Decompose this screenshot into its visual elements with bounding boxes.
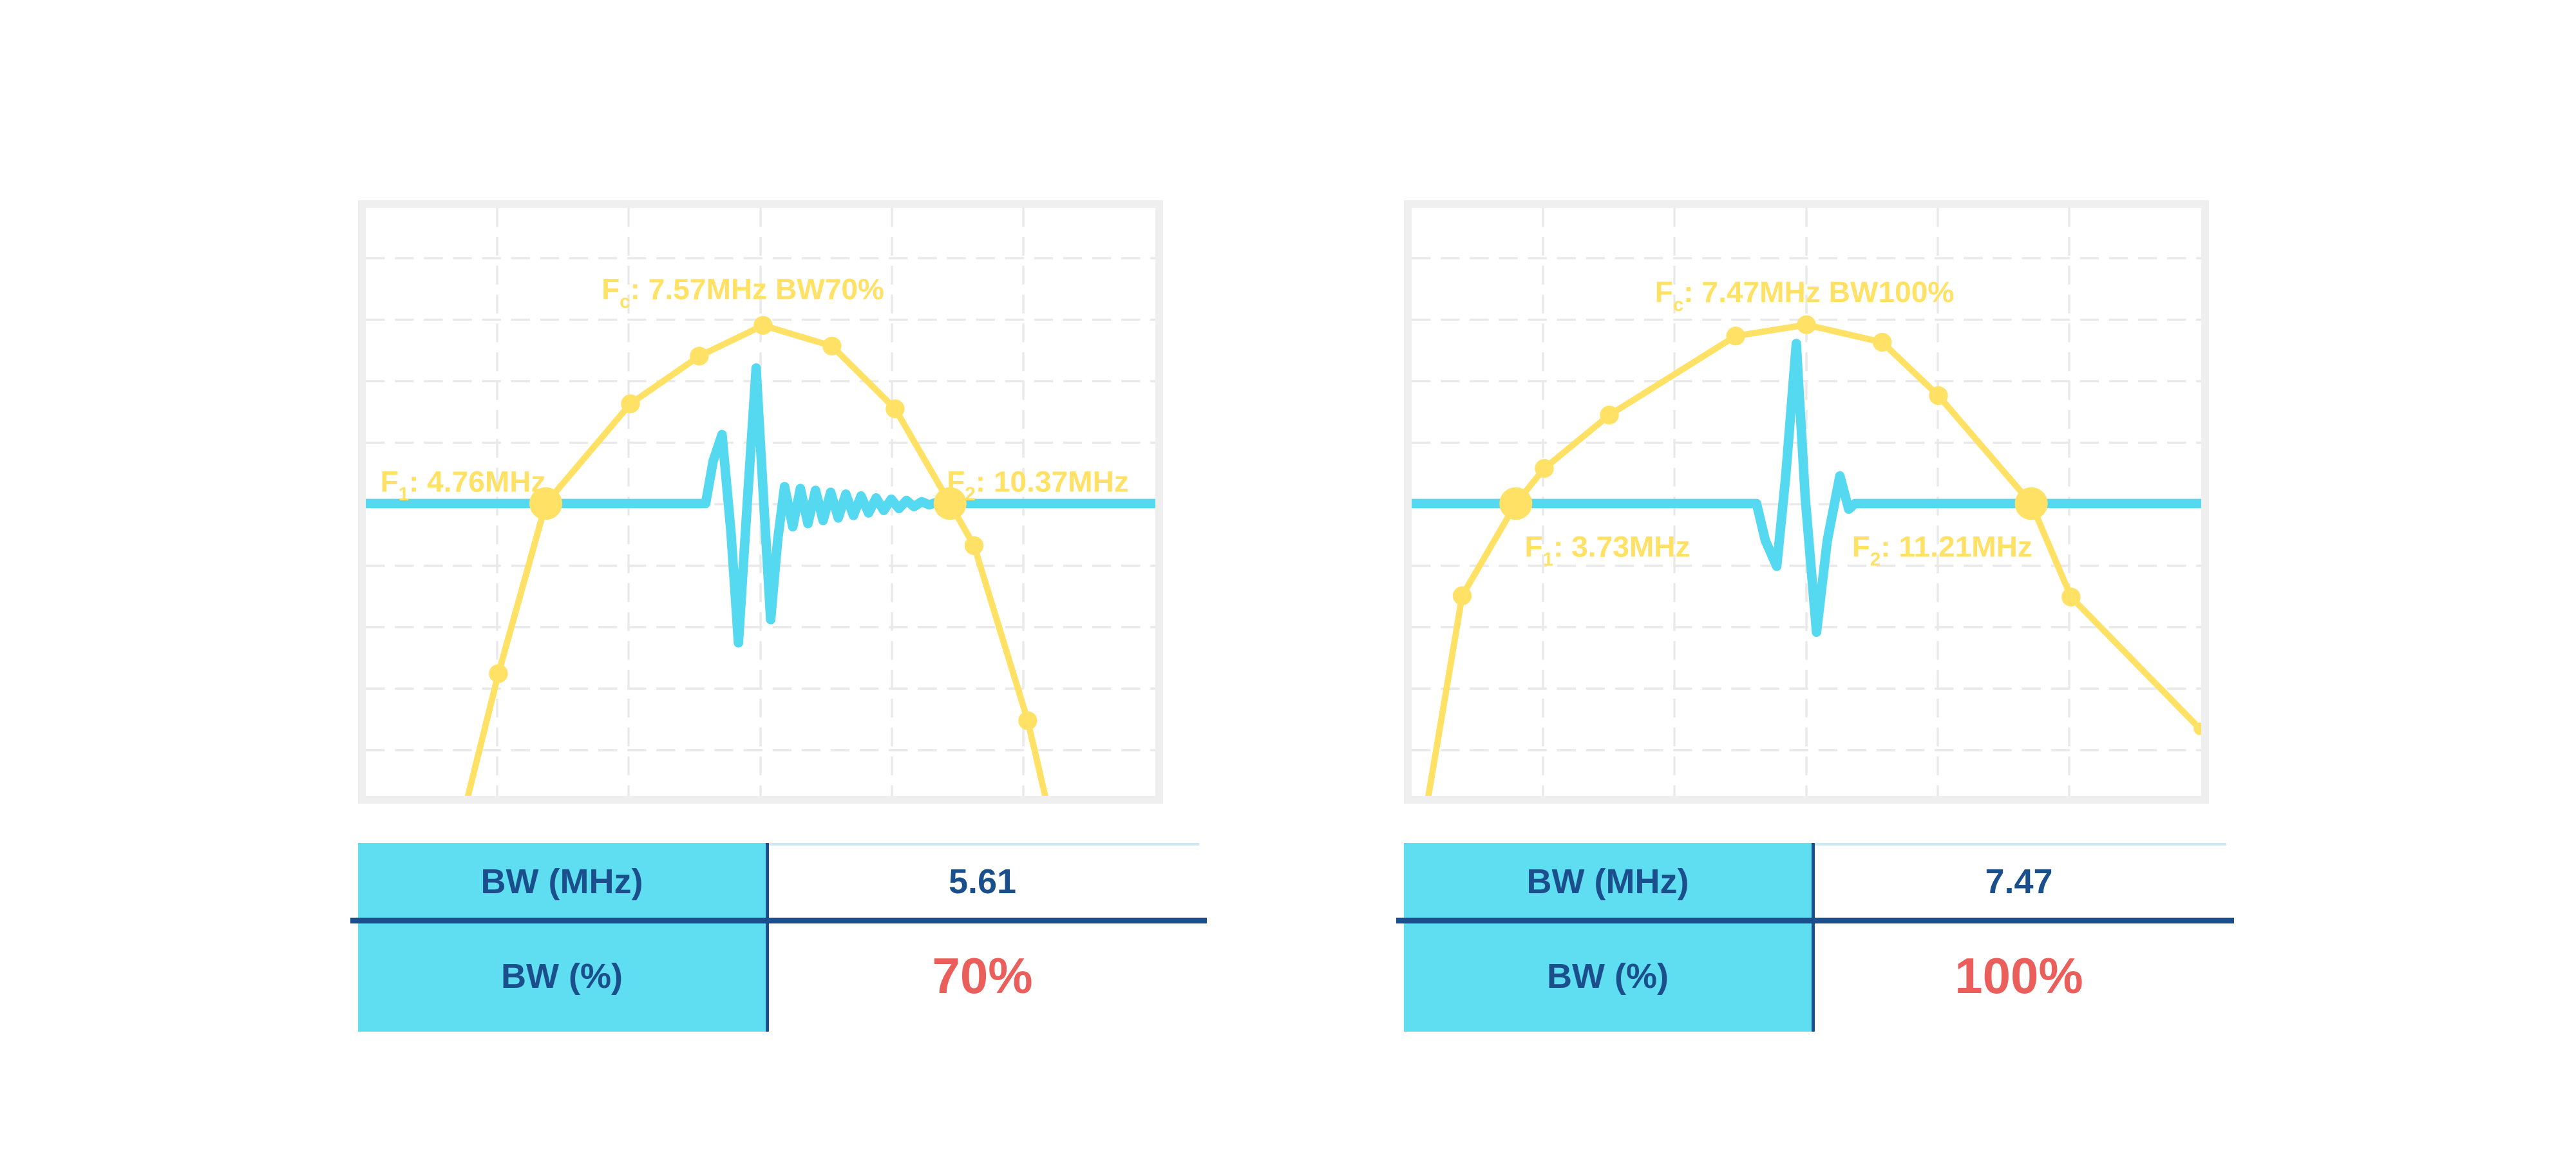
spectrum-marker: [690, 346, 709, 366]
spectrum-end-marker: [2193, 722, 2201, 735]
bw-percent-value: 70%: [766, 920, 1199, 1032]
spectrum-marker: [1535, 459, 1554, 478]
fc-annotation: Fc: 7.47MHz BW100%: [1655, 275, 1955, 315]
spectrum-chart-left: Fc: 7.57MHz BW70% F1: 4.76MHz F2: 10.37MHz: [366, 208, 1155, 796]
spectrum-marker: [1872, 332, 1892, 352]
bw-percent-label: BW (%): [358, 920, 766, 1032]
spectrum-marker: [1018, 711, 1037, 730]
bw-mhz-value: 5.61: [766, 843, 1199, 920]
f1-annotation: F1: 3.73MHz: [1524, 530, 1690, 570]
f1-annotation: F1: 4.76MHz: [380, 465, 545, 505]
cutoff-frequency-marker: [933, 487, 967, 520]
spectrum-chart-right: Fc: 7.47MHz BW100% F1: 3.73MHz F2: 11.21MH…: [1412, 208, 2201, 796]
bw-percent-value: 100%: [1812, 920, 2226, 1032]
bw-table-right: BW (MHz) 7.47 BW (%) 100%: [1396, 843, 2234, 1032]
table-column-rule: [766, 843, 769, 1032]
spectrum-marker: [1600, 405, 1619, 425]
spectrum-marker: [886, 399, 905, 419]
spectrum-marker: [1797, 315, 1816, 334]
spectrum-marker: [822, 336, 842, 355]
table-column-rule: [1812, 843, 1815, 1032]
table-row-rule: [350, 918, 1207, 923]
table-top-rule: [769, 843, 1199, 846]
pulse-echo-waveform-line: [366, 363, 1155, 648]
chart-panel-left: Fc: 7.57MHz BW70% F1: 4.76MHz F2: 10.37MHz: [358, 200, 1163, 804]
spectrum-marker: [1726, 326, 1745, 346]
cutoff-frequency-marker: [2014, 487, 2048, 520]
cutoff-frequency-marker: [529, 487, 563, 520]
bw-mhz-label: BW (MHz): [358, 843, 766, 920]
frequency-spectrum-line: [1425, 321, 2201, 796]
spectrum-marker: [1452, 586, 1472, 605]
chart-panel-right: Fc: 7.47MHz BW100% F1: 3.73MHz F2: 11.21MH…: [1404, 200, 2209, 804]
cutoff-frequency-marker: [1499, 487, 1533, 520]
table-row-rule: [1396, 918, 2234, 923]
f2-annotation: F2: 10.37MHz: [947, 465, 1129, 505]
spectrum-marker: [753, 316, 773, 335]
bw-mhz-value: 7.47: [1812, 843, 2226, 920]
bw-mhz-label: BW (MHz): [1404, 843, 1812, 920]
bw-percent-label: BW (%): [1404, 920, 1812, 1032]
pulse-echo-waveform-line: [1412, 339, 2201, 637]
spectrum-marker: [621, 394, 640, 413]
spectrum-marker: [489, 664, 508, 683]
spectrum-marker: [964, 536, 984, 555]
spectrum-marker: [2061, 587, 2081, 607]
frequency-spectrum-line: [464, 322, 1048, 796]
fc-annotation: Fc: 7.57MHz BW70%: [601, 272, 884, 312]
bw-table-left: BW (MHz) 5.61 BW (%) 70%: [350, 843, 1207, 1032]
spectrum-marker: [1929, 386, 1948, 405]
table-top-rule: [1815, 843, 2226, 846]
f2-annotation: F2: 11.21MHz: [1852, 530, 2032, 570]
